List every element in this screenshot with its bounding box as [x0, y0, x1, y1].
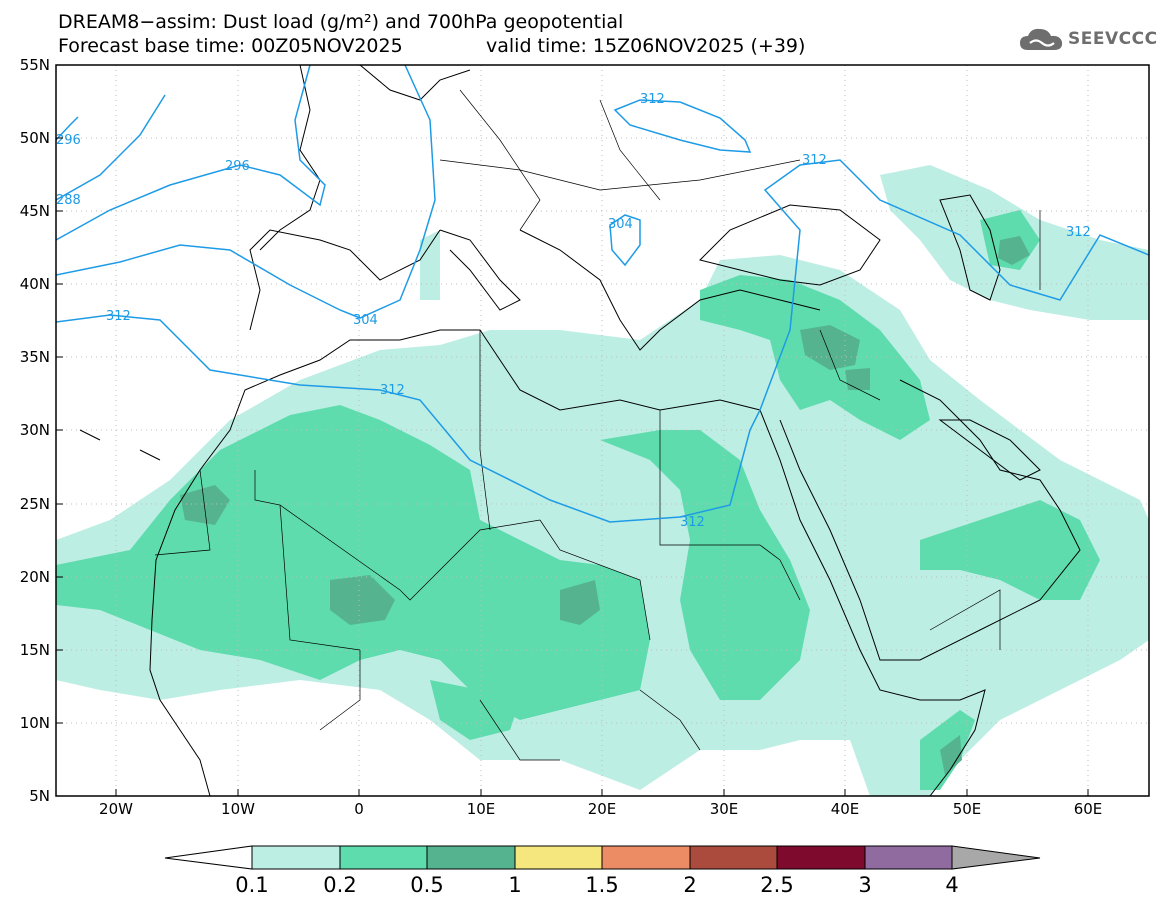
lon-label: 10W: [221, 800, 255, 818]
lat-label: 45N: [20, 202, 50, 220]
longitude-labels: 20W 10W 0 10E 20E 30E 40E 50E 60E: [99, 800, 1102, 818]
cloud-icon: [1020, 28, 1063, 50]
axis-ticks: [56, 137, 1089, 796]
colorbar-label: 0.1: [235, 873, 268, 897]
graticule: [56, 65, 1149, 796]
contour-label: 312: [380, 383, 405, 398]
map-subtitle: Forecast base time: 00Z05NOV2025 valid ti…: [58, 35, 805, 57]
colorbar-segment: [514, 845, 603, 870]
colorbar-label: 1.5: [585, 873, 618, 897]
colorbar-label: 4: [945, 873, 958, 897]
lat-label: 55N: [20, 56, 50, 74]
lon-label: 20E: [588, 800, 617, 818]
colorbar-label: 0.5: [410, 873, 443, 897]
lat-label: 5N: [29, 787, 50, 805]
colorbar-label: 1: [508, 873, 521, 897]
seevccc-logo: SEEVCCC: [1018, 26, 1158, 52]
colorbar-segment: [864, 845, 953, 870]
contour-label: 312: [802, 153, 827, 168]
valid-time: valid time: 15Z06NOV2025 (+39): [486, 35, 806, 57]
geopotential-contours: [56, 65, 1149, 523]
colorbar: [164, 845, 1041, 870]
logo-text: SEEVCCC: [1068, 29, 1158, 49]
contour-label: 304: [353, 313, 378, 328]
lat-label: 25N: [20, 495, 50, 513]
lon-label: 20W: [99, 800, 133, 818]
colorbar-segment: [689, 845, 778, 870]
colorbar-segment: [776, 845, 866, 870]
lon-label: 30E: [710, 800, 739, 818]
contour-label: 312: [640, 92, 665, 107]
colorbar-label: 2.5: [760, 873, 793, 897]
contour-labels: 312 312 296 304 304 312 312 312 312 288 …: [56, 92, 1091, 530]
colorbar-label: 3: [858, 873, 871, 897]
coastlines: [79, 65, 1081, 796]
colorbar-segment: [601, 845, 691, 870]
map-title: DREAM8−assim: Dust load (g/m²) and 700hP…: [58, 11, 624, 33]
lat-label: 15N: [20, 641, 50, 659]
colorbar-segment: [339, 845, 428, 870]
base-time: Forecast base time: 00Z05NOV2025: [58, 35, 403, 57]
colorbar-labels: 0.1 0.2 0.5 1 1.5 2 2.5 3 4: [235, 873, 958, 897]
lat-label: 35N: [20, 348, 50, 366]
dust-band-0.5-1: [180, 236, 1030, 775]
contour-label: 304: [608, 217, 633, 232]
lon-label: 50E: [953, 800, 982, 818]
lon-label: 60E: [1074, 800, 1103, 818]
lon-label: 0: [354, 800, 364, 818]
lon-label: 10E: [467, 800, 496, 818]
colorbar-segment: [251, 845, 341, 870]
colorbar-segment-below: [164, 845, 253, 870]
contour-label: 296: [56, 133, 81, 148]
lat-label: 40N: [20, 275, 50, 293]
map-plot-area: 312 312 296 304 304 312 312 312 312 288 …: [56, 65, 1149, 796]
country-borders: [154, 89, 1041, 761]
colorbar-segment: [426, 845, 516, 870]
contour-label: 288: [56, 193, 81, 208]
contour-label: 296: [225, 159, 250, 174]
latitude-labels: 55N 50N 45N 40N 35N 30N 25N 20N 15N 10N …: [20, 56, 50, 805]
colorbar-segment-above: [951, 845, 1041, 870]
colorbar-label: 0.2: [323, 873, 356, 897]
lat-label: 20N: [20, 568, 50, 586]
lat-label: 30N: [20, 421, 50, 439]
lat-label: 10N: [20, 714, 50, 732]
lon-label: 40E: [831, 800, 860, 818]
contour-label: 312: [106, 309, 131, 324]
contour-label: 312: [680, 515, 705, 530]
colorbar-label: 2: [683, 873, 696, 897]
contour-label: 312: [1066, 225, 1091, 240]
lat-label: 50N: [20, 129, 50, 147]
